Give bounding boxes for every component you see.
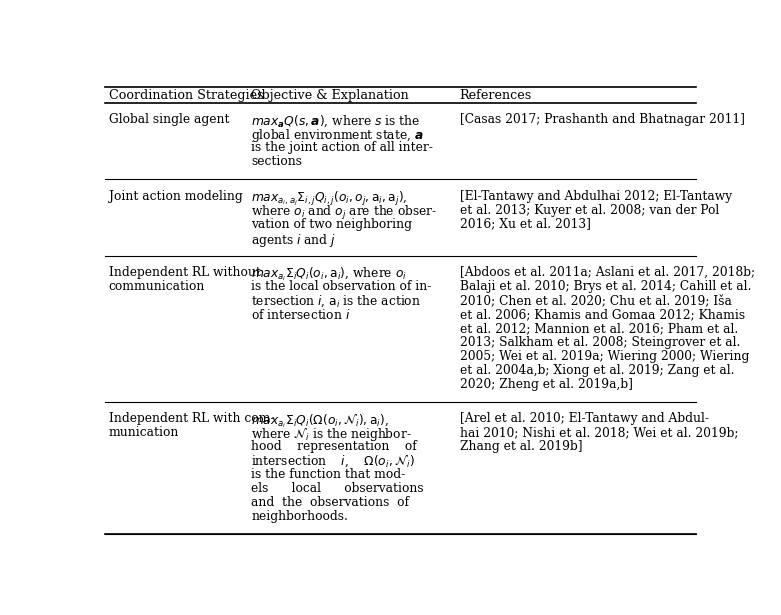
Text: Objective & Explanation: Objective & Explanation — [251, 89, 409, 101]
Text: where $o_i$ and $o_j$ are the obser-: where $o_i$ and $o_j$ are the obser- — [251, 204, 437, 221]
Text: $max_{a_i}\Sigma_iQ_i(\Omega(o_i, \mathcal{N}_i), \mathrm{a}_i)$,: $max_{a_i}\Sigma_iQ_i(\Omega(o_i, \mathc… — [251, 412, 390, 430]
Text: Independent RL without: Independent RL without — [109, 266, 260, 279]
Text: $max_{\boldsymbol{a}}Q(s, \boldsymbol{a})$, where $s$ is the: $max_{\boldsymbol{a}}Q(s, \boldsymbol{a}… — [251, 113, 420, 129]
Text: of intersection $i$: of intersection $i$ — [251, 308, 351, 322]
Text: Independent RL with com-: Independent RL with com- — [109, 412, 274, 425]
Text: and  the  observations  of: and the observations of — [251, 496, 409, 509]
Text: References: References — [459, 89, 532, 101]
Text: sections: sections — [251, 155, 302, 169]
Text: $max_{a_i}\Sigma_iQ_i(o_i, \mathrm{a}_i)$, where $o_i$: $max_{a_i}\Sigma_iQ_i(o_i, \mathrm{a}_i)… — [251, 266, 407, 284]
Text: [El-Tantawy and Abdulhai 2012; El-Tantawy: [El-Tantawy and Abdulhai 2012; El-Tantaw… — [459, 189, 732, 202]
Text: intersection    $i$,    $\Omega(o_i, \mathcal{N}_i)$: intersection $i$, $\Omega(o_i, \mathcal{… — [251, 454, 415, 469]
Text: et al. 2004a,b; Xiong et al. 2019; Zang et al.: et al. 2004a,b; Xiong et al. 2019; Zang … — [459, 363, 734, 377]
Text: neighborhoods.: neighborhoods. — [251, 510, 348, 523]
Text: agents $i$ and $j$: agents $i$ and $j$ — [251, 232, 337, 248]
Text: tersection $i$, $\mathrm{a}_i$ is the action: tersection $i$, $\mathrm{a}_i$ is the ac… — [251, 294, 421, 309]
Text: is the function that mod-: is the function that mod- — [251, 468, 405, 481]
Text: Global single agent: Global single agent — [109, 113, 229, 126]
Text: et al. 2012; Mannion et al. 2016; Pham et al.: et al. 2012; Mannion et al. 2016; Pham e… — [459, 322, 738, 335]
Text: vation of two neighboring: vation of two neighboring — [251, 218, 412, 231]
Text: 2013; Salkham et al. 2008; Steingrover et al.: 2013; Salkham et al. 2008; Steingrover e… — [459, 336, 740, 349]
Text: Zhang et al. 2019b]: Zhang et al. 2019b] — [459, 440, 582, 453]
Text: 2020; Zheng et al. 2019a,b]: 2020; Zheng et al. 2019a,b] — [459, 378, 633, 391]
Text: where $\mathcal{N}_i$ is the neighbor-: where $\mathcal{N}_i$ is the neighbor- — [251, 426, 412, 443]
Text: els      local      observations: els local observations — [251, 482, 424, 495]
Text: 2010; Chen et al. 2020; Chu et al. 2019; Iša: 2010; Chen et al. 2020; Chu et al. 2019;… — [459, 294, 732, 307]
Text: 2016; Xu et al. 2013]: 2016; Xu et al. 2013] — [459, 218, 590, 231]
Text: Coordination Strategies: Coordination Strategies — [109, 89, 263, 101]
Text: et al. 2006; Khamis and Gomaa 2012; Khamis: et al. 2006; Khamis and Gomaa 2012; Kham… — [459, 308, 745, 321]
Text: Joint action modeling: Joint action modeling — [109, 189, 242, 202]
Text: Balaji et al. 2010; Brys et al. 2014; Cahill et al.: Balaji et al. 2010; Brys et al. 2014; Ca… — [459, 280, 751, 293]
Text: [Casas 2017; Prashanth and Bhatnagar 2011]: [Casas 2017; Prashanth and Bhatnagar 201… — [459, 113, 744, 126]
Text: hai 2010; Nishi et al. 2018; Wei et al. 2019b;: hai 2010; Nishi et al. 2018; Wei et al. … — [459, 426, 738, 439]
Text: [Abdoos et al. 2011a; Aslani et al. 2017, 2018b;: [Abdoos et al. 2011a; Aslani et al. 2017… — [459, 266, 754, 279]
Text: et al. 2013; Kuyer et al. 2008; van der Pol: et al. 2013; Kuyer et al. 2008; van der … — [459, 204, 719, 216]
Text: munication: munication — [109, 426, 179, 439]
Text: hood    representation    of: hood representation of — [251, 440, 417, 453]
Text: 2005; Wei et al. 2019a; Wiering 2000; Wiering: 2005; Wei et al. 2019a; Wiering 2000; Wi… — [459, 350, 749, 363]
Text: $max_{a_i,a_j}\Sigma_{i,j}Q_{i,j}(o_i, o_j, \mathrm{a}_i, \mathrm{a}_j)$,: $max_{a_i,a_j}\Sigma_{i,j}Q_{i,j}(o_i, o… — [251, 189, 408, 208]
Text: global environment state, $\boldsymbol{a}$: global environment state, $\boldsymbol{a… — [251, 127, 424, 145]
Text: is the local observation of in-: is the local observation of in- — [251, 280, 432, 293]
Text: is the joint action of all inter-: is the joint action of all inter- — [251, 141, 433, 154]
Text: [Arel et al. 2010; El-Tantawy and Abdul-: [Arel et al. 2010; El-Tantawy and Abdul- — [459, 412, 708, 425]
Text: communication: communication — [109, 280, 205, 293]
